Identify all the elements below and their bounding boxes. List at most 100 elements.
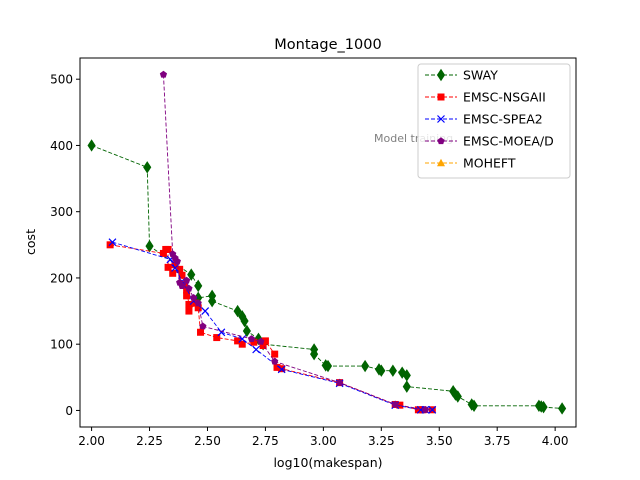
- y-axis: 0 100 200 300 400 500: [50, 73, 80, 418]
- x-tick-label: 3.25: [368, 434, 395, 448]
- x-axis-label: log10(makespan): [273, 455, 382, 470]
- legend-marker: [437, 158, 445, 167]
- data-point: [145, 239, 154, 253]
- data-point: [469, 399, 479, 413]
- x-tick-label: 4.00: [542, 434, 569, 448]
- data-point: [87, 139, 96, 152]
- data-point: [242, 324, 251, 338]
- data-point: [421, 405, 429, 413]
- legend-marker: [436, 68, 446, 82]
- data-point: [159, 70, 168, 78]
- data-point: [185, 284, 193, 292]
- data-point: [361, 359, 370, 373]
- data-point: [428, 405, 437, 414]
- data-point: [273, 363, 281, 371]
- y-tick-label: 100: [50, 338, 73, 352]
- data-point: [310, 347, 319, 361]
- data-point: [143, 161, 152, 174]
- y-tick-label: 200: [50, 271, 73, 285]
- data-point: [159, 249, 167, 257]
- data-point: [259, 342, 267, 350]
- data-point: [178, 271, 186, 279]
- y-tick-label: 0: [65, 404, 73, 418]
- legend-entry: MOHEFT: [425, 156, 516, 171]
- series-line: [110, 244, 433, 411]
- data-point: [323, 359, 333, 373]
- data-point: [183, 276, 191, 284]
- data-point: [252, 345, 261, 354]
- data-point: [183, 292, 191, 300]
- data-point: [176, 265, 184, 273]
- series-0: [87, 139, 567, 415]
- y-tick-label: 400: [50, 139, 73, 153]
- data-point: [185, 300, 193, 308]
- plot-frame: [79, 57, 577, 428]
- data-point: [453, 390, 462, 403]
- series-line: [112, 241, 433, 411]
- data-point: [171, 261, 179, 269]
- x-tick-label: 2.25: [136, 434, 163, 448]
- legend: SWAY EMSC-NSGAII EMSC-SPEA2 EMSC-MOEA/D MOHE…: [417, 63, 571, 179]
- data-point: [402, 380, 411, 393]
- series-3: [159, 70, 429, 413]
- series-1: [106, 241, 436, 414]
- legend-label: SWAY: [463, 68, 498, 83]
- data-point: [257, 337, 265, 345]
- data-point: [189, 294, 198, 301]
- legend-box: [417, 63, 571, 179]
- data-point: [217, 328, 226, 337]
- legend-label: EMSC-MOEA/D: [463, 134, 554, 149]
- legend-label: EMSC-NSGAII: [463, 90, 546, 105]
- data-point: [271, 350, 279, 358]
- x-tick-label: 3.00: [310, 434, 337, 448]
- data-point: [391, 400, 399, 408]
- data-point: [169, 269, 177, 277]
- data-point: [201, 307, 210, 315]
- data-point: [238, 340, 246, 348]
- data-point: [178, 282, 186, 289]
- data-point: [240, 314, 249, 328]
- legend-marker: [437, 115, 445, 123]
- data-point: [558, 402, 567, 415]
- data-point: [208, 294, 217, 308]
- legend-label: MOHEFT: [463, 156, 516, 171]
- plot-area: [87, 70, 567, 415]
- y-tick-label: 500: [50, 73, 73, 87]
- data-point: [194, 299, 202, 307]
- data-point: [187, 268, 196, 281]
- data-point: [199, 322, 207, 330]
- data-point: [238, 334, 247, 343]
- data-point: [164, 245, 172, 253]
- data-point: [539, 400, 548, 414]
- x-tick-label: 2.50: [194, 434, 221, 448]
- data-point: [194, 304, 202, 312]
- legend-entry: EMSC-SPEA2: [425, 112, 543, 127]
- x-tick-label: 2.75: [252, 434, 279, 448]
- data-point: [335, 378, 344, 386]
- data-point: [250, 338, 258, 346]
- data-point: [233, 304, 242, 318]
- data-point: [197, 328, 205, 336]
- data-point: [247, 335, 256, 342]
- data-point: [234, 337, 242, 345]
- chart-title: Montage_1000: [274, 37, 381, 53]
- data-point: [171, 264, 179, 272]
- legend-entry: EMSC-MOEA/D: [425, 134, 554, 149]
- data-point: [388, 364, 397, 377]
- x-tick-label: 3.50: [426, 434, 453, 448]
- data-point: [164, 263, 172, 271]
- data-point: [277, 365, 286, 374]
- data-point: [108, 238, 117, 247]
- data-point: [173, 257, 181, 265]
- legend-marker: [437, 137, 445, 145]
- series-line: [162, 74, 426, 411]
- data-point: [194, 279, 203, 293]
- x-axis: 2.00 2.25 2.50 2.75 3.00 3.25 3.50 3.75 4.00: [78, 427, 568, 448]
- data-point: [261, 337, 269, 345]
- y-axis-label: cost: [23, 229, 38, 255]
- data-point: [213, 334, 221, 342]
- legend-label: EMSC-SPEA2: [463, 112, 543, 127]
- series-2: [108, 238, 437, 414]
- data-point: [377, 364, 386, 377]
